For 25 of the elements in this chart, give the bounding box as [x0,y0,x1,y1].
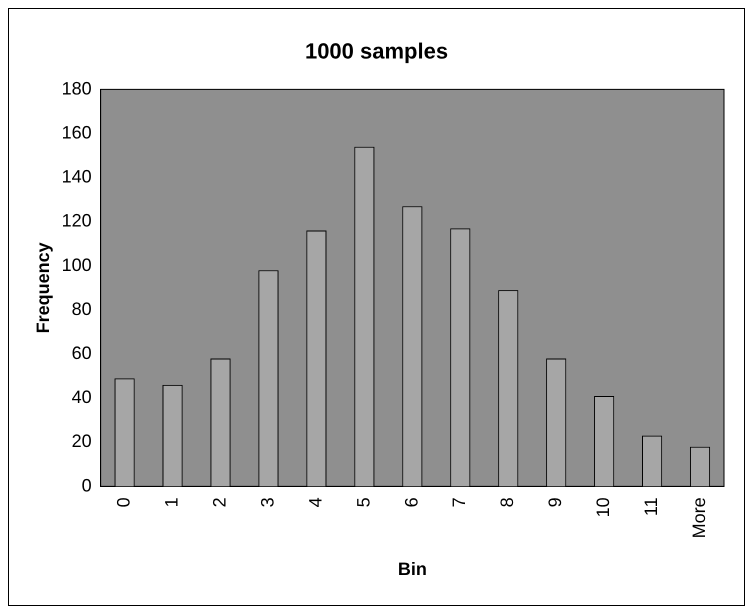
x-tick-label: 10 [593,497,614,518]
y-tick-label: 40 [72,387,92,408]
y-tick-label: 180 [62,78,92,98]
x-tick-label: 7 [449,497,470,508]
x-axis-title: Bin [398,559,427,580]
x-tick-label: 3 [257,497,278,508]
x-tick-label: More [688,497,709,538]
y-tick-label: 80 [72,298,92,319]
y-tick-label: 120 [62,210,92,231]
y-tick-label: 60 [72,343,92,364]
y-axis-title: Frequency [32,242,53,334]
y-tick-label: 20 [72,431,92,452]
y-tick-label: 100 [62,254,92,275]
y-tick-label: 160 [62,122,92,142]
x-tick-label: 11 [641,497,662,516]
x-tick-label: 0 [114,497,134,508]
x-tick-label: 2 [209,497,230,508]
x-tick-label: 1 [162,497,182,508]
x-tick-label: 8 [497,497,518,508]
chart-title: 1000 samples [304,38,448,64]
x-tick-label: 4 [305,497,326,508]
y-tick-label: 140 [62,166,92,187]
x-tick-label: 5 [353,497,374,508]
x-tick-label: 9 [545,497,566,508]
x-tick-label: 6 [401,497,422,508]
